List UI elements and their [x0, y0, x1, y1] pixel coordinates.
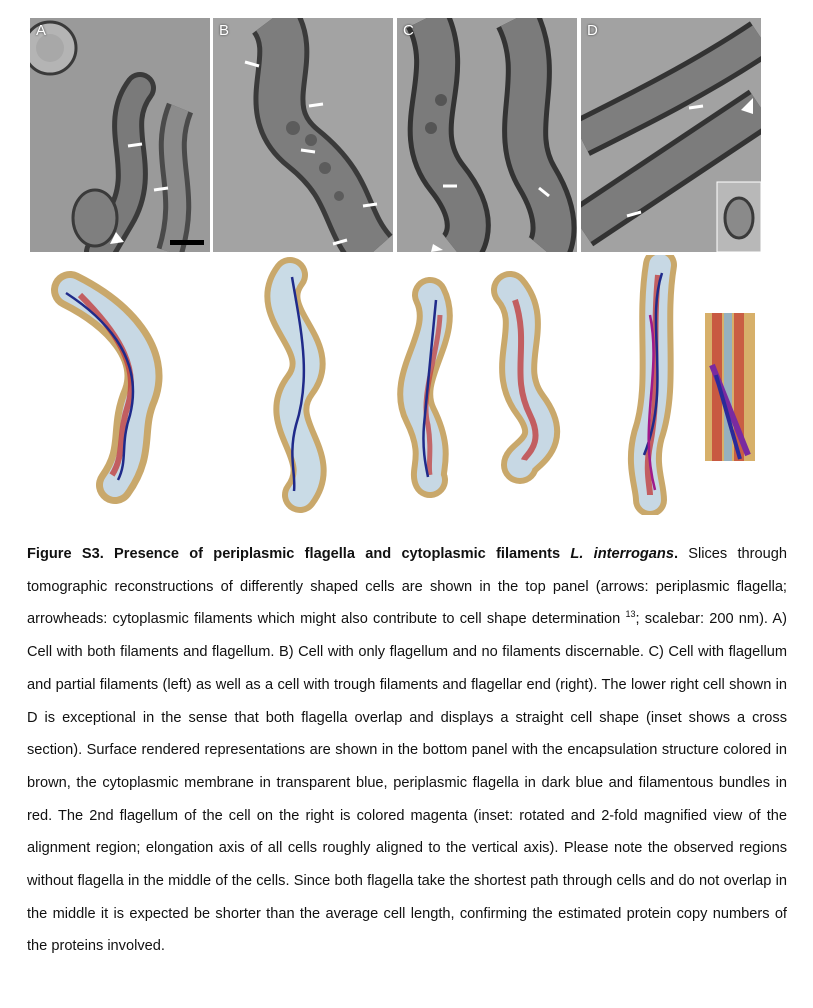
- scalebar: [170, 240, 204, 245]
- arrowhead-marker: [110, 232, 124, 244]
- arrow-marker: [332, 238, 348, 246]
- arrowhead-marker: [431, 244, 443, 252]
- surface-render-cell-c-right: [491, 271, 560, 484]
- caption-species: L. interrogans: [570, 546, 674, 562]
- panel-b: B: [213, 18, 393, 252]
- arrow-marker: [538, 186, 550, 198]
- tomogram-slice-b: [213, 18, 393, 252]
- arrow-marker: [626, 210, 642, 218]
- arrow-marker: [153, 186, 169, 192]
- tomogram-slice-a: [30, 18, 210, 252]
- arrow-marker: [688, 104, 704, 110]
- surface-render-cell-c-left: [397, 277, 453, 498]
- panel-label-c: C: [403, 22, 414, 39]
- panel-a: A: [30, 18, 210, 252]
- caption-title-end: .: [673, 546, 679, 562]
- arrow-marker: [308, 102, 324, 108]
- surface-render-cell-a: [51, 271, 163, 504]
- caption-title: Figure S3. Presence of periplasmic flage…: [27, 546, 571, 562]
- figure-caption: Figure S3. Presence of periplasmic flage…: [27, 538, 787, 963]
- caption-body-part2: ; scalebar: 200 nm). A) Cell with both f…: [27, 611, 787, 955]
- surface-render-cell-b: [264, 257, 327, 513]
- panel-label-a: A: [36, 22, 47, 39]
- arrow-marker: [300, 148, 316, 154]
- panel-c: C: [397, 18, 577, 252]
- surface-renderings: [51, 255, 755, 515]
- arrow-marker: [362, 202, 378, 208]
- surface-render-cell-d: [627, 255, 677, 515]
- panel-label-b: B: [219, 22, 230, 39]
- caption-body-part1: Slices through tomographic reconstructio…: [27, 546, 787, 628]
- arrow-marker: [127, 142, 143, 148]
- caption-reference: 13: [625, 609, 636, 620]
- panel-label-d: D: [587, 22, 598, 39]
- tomogram-slice-d: [581, 18, 761, 252]
- magnified-alignment-inset: [705, 313, 755, 461]
- arrow-marker: [244, 60, 260, 68]
- panel-d: D: [581, 18, 761, 252]
- arrowhead-marker: [741, 98, 753, 114]
- tomogram-slice-c: [397, 18, 577, 252]
